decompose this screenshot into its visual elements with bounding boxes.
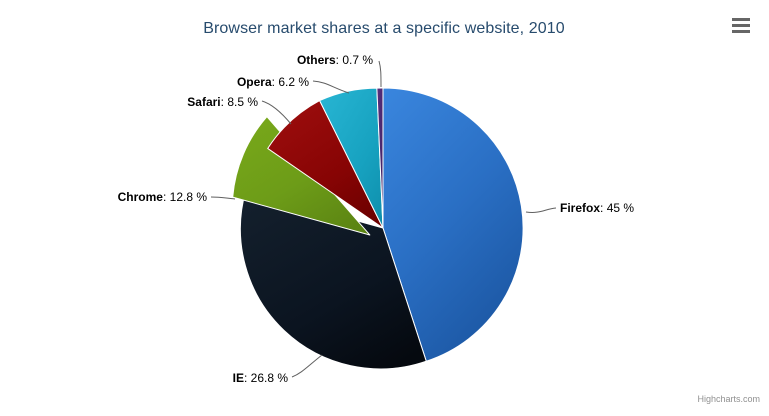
connector-others	[378, 60, 382, 88]
connector-firefox	[525, 207, 557, 213]
data-label-safari-sep: :	[221, 95, 228, 109]
hamburger-icon-bar-2	[732, 23, 750, 27]
data-label-others-value: 0.7 %	[342, 53, 373, 67]
connector-safari	[261, 100, 292, 125]
credits-label[interactable]: Highcharts.com	[697, 394, 760, 404]
pie-slice-ie[interactable]	[239, 189, 427, 370]
chart-title: Browser market shares at a specific webs…	[203, 20, 565, 37]
data-label-chrome-name: Chrome	[118, 190, 164, 204]
data-label-opera-value: 6.2 %	[278, 75, 309, 89]
data-label-ie: IE: 26.8 %	[233, 371, 289, 385]
pie-slice-chrome[interactable]	[232, 116, 371, 236]
data-label-firefox: Firefox: 45 %	[560, 201, 634, 215]
data-label-safari-value: 8.5 %	[227, 95, 258, 109]
hamburger-icon-bar-3	[732, 29, 750, 33]
data-label-opera-name: Opera	[237, 75, 272, 89]
data-label-others-sep: :	[336, 53, 343, 67]
pie-slice-firefox[interactable]	[382, 87, 524, 362]
pie-slice-others[interactable]	[376, 87, 384, 229]
data-label-ie-name: IE	[233, 371, 244, 385]
data-label-firefox-sep: :	[600, 201, 607, 215]
data-label-others: Others: 0.7 %	[297, 53, 373, 67]
context-menu-button[interactable]	[728, 14, 754, 36]
connector-opera	[312, 80, 350, 94]
connector-chrome	[210, 196, 236, 200]
data-label-ie-sep: :	[244, 371, 251, 385]
connector-ie	[291, 354, 323, 378]
data-label-others-name: Others	[297, 53, 336, 67]
data-label-chrome: Chrome: 12.8 %	[118, 190, 208, 204]
data-label-safari-name: Safari	[187, 95, 220, 109]
data-label-ie-value: 26.8 %	[251, 371, 289, 385]
data-label-firefox-name: Firefox	[560, 201, 600, 215]
data-label-opera: Opera: 6.2 %	[237, 75, 309, 89]
data-label-firefox-value: 45 %	[607, 201, 635, 215]
data-label-chrome-value: 12.8 %	[170, 190, 208, 204]
data-label-opera-sep: :	[272, 75, 279, 89]
data-label-chrome-sep: :	[163, 190, 170, 204]
hamburger-icon-bar-1	[732, 17, 750, 21]
data-label-safari: Safari: 8.5 %	[187, 95, 258, 109]
